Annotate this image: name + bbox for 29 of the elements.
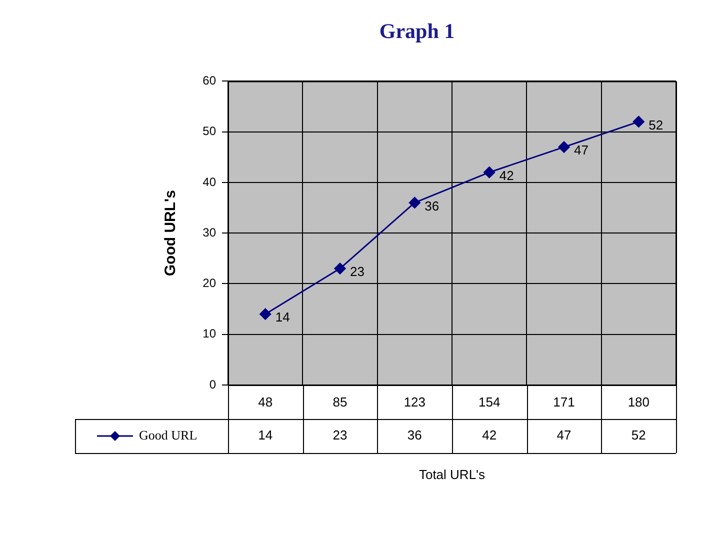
- annotation: 47: [574, 142, 588, 158]
- x-tick-label: 48: [258, 394, 273, 410]
- y-tick-label: 10: [202, 326, 216, 341]
- y-tick-label: 30: [202, 225, 216, 240]
- x-tick-label: 154: [478, 394, 500, 410]
- y-axis-title: Good URL's: [162, 190, 180, 276]
- y-tick-label: 20: [202, 276, 216, 290]
- x-tick-label: 171: [553, 394, 575, 410]
- data-label: 47: [556, 428, 572, 443]
- x-tick-label: 85: [332, 394, 348, 410]
- data-label: 14: [258, 428, 273, 443]
- annotation: 36: [424, 198, 440, 214]
- data-label: 42: [482, 428, 497, 443]
- x-tick-label: 123: [404, 394, 426, 410]
- x-axis-title: Total URL's: [418, 466, 486, 482]
- chart-title: Graph 1: [379, 19, 455, 44]
- y-tick-label: 60: [202, 74, 216, 88]
- annotation: 52: [648, 117, 664, 132]
- data-label: 23: [332, 428, 348, 443]
- data-label: 36: [407, 428, 422, 443]
- annotation: 14: [275, 310, 290, 325]
- x-tick-label: 180: [628, 394, 650, 410]
- y-tick-label: 0: [209, 377, 216, 392]
- data-label: 52: [631, 428, 646, 443]
- annotation: 23: [350, 264, 364, 280]
- y-tick-label: 50: [202, 124, 216, 138]
- annotation: 42: [499, 168, 514, 183]
- y-tick-label: 40: [202, 174, 216, 189]
- legend-label: Good URL: [139, 427, 198, 442]
